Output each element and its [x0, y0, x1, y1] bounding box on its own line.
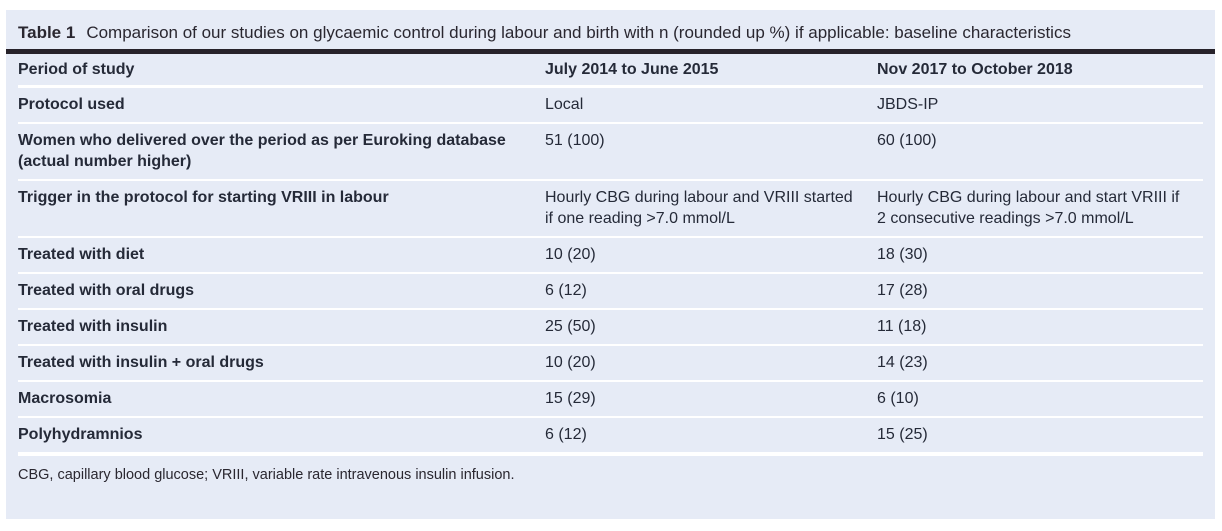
row-value-period2: 6 (10)	[877, 390, 919, 407]
data-table: Period of study July 2014 to June 2015 N…	[18, 54, 1203, 452]
row-value-period2: 15 (25)	[877, 426, 928, 443]
row-label: Treated with diet	[18, 246, 145, 263]
column-header-2014-2015: July 2014 to June 2015	[545, 61, 719, 78]
row-value-period2: 17 (28)	[877, 282, 928, 299]
column-header-period-of-study: Period of study	[18, 61, 135, 78]
row-value-period1: 10 (20)	[545, 354, 596, 371]
row-label: Polyhydramnios	[18, 426, 143, 443]
row-value-period1: 25 (50)	[545, 318, 596, 335]
table-row: Macrosomia 15 (29) 6 (10)	[18, 382, 1203, 418]
table-number: Table 1	[18, 23, 76, 42]
table-caption: Table 1 Comparison of our studies on gly…	[6, 10, 1215, 49]
row-label: Treated with insulin + oral drugs	[18, 354, 264, 371]
row-value-period2: 60 (100)	[877, 132, 937, 149]
row-value-period2: 14 (23)	[877, 354, 928, 371]
row-value-period2: 11 (18)	[877, 318, 927, 335]
table-title: Comparison of our studies on glycaemic c…	[86, 23, 1071, 42]
row-label: Trigger in the protocol for starting VRI…	[18, 189, 389, 206]
footnote: CBG, capillary blood glucose; VRIII, var…	[18, 467, 515, 483]
row-value-period1: 10 (20)	[545, 246, 596, 263]
row-value-period1: 15 (29)	[545, 390, 596, 407]
row-value-period1: Local	[545, 96, 584, 113]
table-row: Treated with insulin + oral drugs 10 (20…	[18, 346, 1203, 382]
row-value-period2: 18 (30)	[877, 246, 928, 263]
table-row: Treated with diet 10 (20) 18 (30)	[18, 238, 1203, 274]
row-value-period1: 6 (12)	[545, 426, 587, 443]
table-panel: Table 1 Comparison of our studies on gly…	[6, 10, 1215, 519]
table-row: Women who delivered over the period as p…	[18, 124, 1203, 181]
row-value-period2: JBDS-IP	[877, 96, 939, 113]
row-label: Treated with insulin	[18, 318, 168, 335]
footnote-rule	[18, 452, 1203, 456]
table-row: Protocol used Local JBDS-IP	[18, 88, 1203, 124]
table-row: Treated with oral drugs 6 (12) 17 (28)	[18, 274, 1203, 310]
row-value-period1: 51 (100)	[545, 132, 605, 149]
row-value-period2: Hourly CBG during labour and start VRIII…	[877, 189, 1180, 227]
row-label: Treated with oral drugs	[18, 282, 195, 299]
row-label: Protocol used	[18, 96, 125, 113]
table-row: Polyhydramnios 6 (12) 15 (25)	[18, 418, 1203, 452]
table-header-row: Period of study July 2014 to June 2015 N…	[18, 54, 1203, 88]
table-row: Trigger in the protocol for starting VRI…	[18, 181, 1203, 238]
row-value-period1: Hourly CBG during labour and VRIII start…	[545, 189, 853, 227]
row-value-period1: 6 (12)	[545, 282, 587, 299]
caption-rule	[6, 49, 1215, 54]
row-label: Macrosomia	[18, 390, 112, 407]
table-row: Treated with insulin 25 (50) 11 (18)	[18, 310, 1203, 346]
column-header-2017-2018: Nov 2017 to October 2018	[877, 61, 1073, 78]
row-label: Women who delivered over the period as p…	[18, 132, 506, 170]
